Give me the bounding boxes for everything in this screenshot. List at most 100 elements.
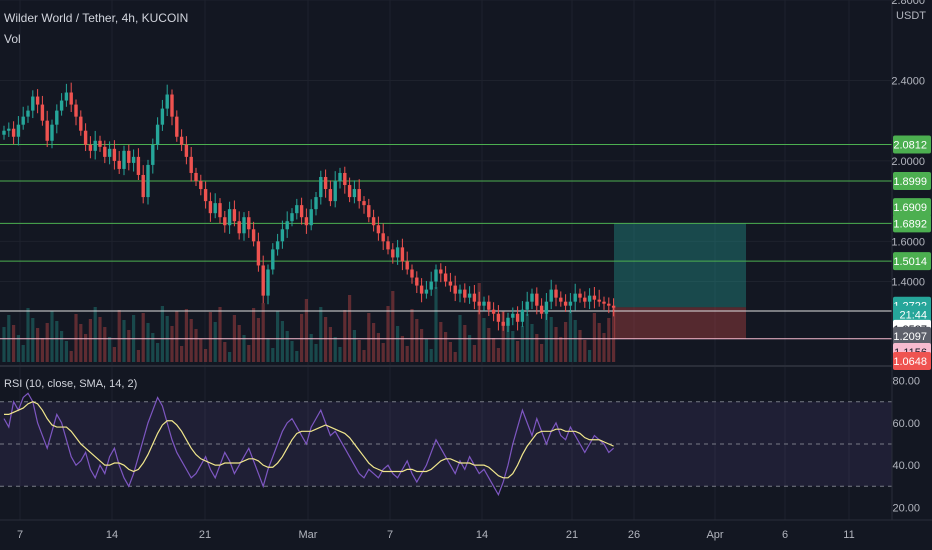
price-tag-bg xyxy=(893,252,931,271)
time-tick-label: Apr xyxy=(706,529,723,541)
volume-bar xyxy=(146,323,150,362)
candle-body xyxy=(237,221,241,234)
volume-bar xyxy=(74,314,78,362)
volume-bar xyxy=(319,307,323,362)
candle-body xyxy=(309,209,313,226)
rsi-line xyxy=(3,392,614,497)
candle-body xyxy=(472,293,477,302)
volume-bar xyxy=(396,326,400,362)
volume-label[interactable]: Vol xyxy=(4,32,21,46)
volume-bar xyxy=(472,345,476,362)
volume-bar xyxy=(501,311,505,362)
candle-body xyxy=(607,303,611,306)
candle-body xyxy=(453,285,457,294)
candle-body xyxy=(410,269,414,278)
volume-bar xyxy=(108,337,112,362)
candle-body xyxy=(213,203,217,214)
candle-body xyxy=(338,172,342,181)
candle-body xyxy=(179,136,184,145)
volume-bar xyxy=(276,311,280,362)
candle-body xyxy=(35,96,40,105)
volume-bar xyxy=(122,320,126,362)
price-tags: 2.08121.89991.69091.68921.50141.272221:4… xyxy=(893,135,931,370)
candle-body xyxy=(554,289,558,298)
volume-bar xyxy=(112,347,116,362)
volume-bar xyxy=(487,328,491,362)
candle-body xyxy=(347,185,352,198)
candle-body xyxy=(511,313,515,318)
candle-body xyxy=(501,321,505,326)
price-tag-label: 1.6909 xyxy=(893,202,927,214)
volume-bar xyxy=(309,334,313,362)
price-tag-bg xyxy=(893,351,931,370)
candle-body xyxy=(2,130,6,135)
time-axis[interactable]: 7 14 21 Mar 7 14 21 26 Apr 6 11 xyxy=(17,529,855,541)
candle-body xyxy=(371,217,376,226)
candle-body xyxy=(122,150,126,169)
volume-bar xyxy=(410,309,414,362)
volume-bar xyxy=(506,321,510,362)
volume-bar xyxy=(218,307,222,362)
volume-bar xyxy=(12,325,16,362)
candle-body xyxy=(136,156,141,175)
volume-bar xyxy=(348,295,352,362)
volume-bar xyxy=(367,313,371,362)
candle-body xyxy=(103,146,107,157)
volume-bar xyxy=(578,330,582,362)
rsi-indicator-label[interactable]: RSI (10, close, SMA, 14, 2) xyxy=(4,378,138,390)
price-tick-label: 2.0000 xyxy=(891,156,925,168)
price-tick-label: 1.4000 xyxy=(891,277,925,289)
time-tick-label: 6 xyxy=(782,529,788,541)
volume-bar xyxy=(199,339,203,362)
volume-bar xyxy=(180,346,184,362)
candle-body xyxy=(578,293,582,298)
candle-body xyxy=(127,150,131,163)
symbol-title[interactable]: Wilder World / Tether, 4h, KUCOIN xyxy=(4,11,189,25)
candle-body xyxy=(170,94,174,117)
candle-body xyxy=(107,148,112,157)
volume-bar xyxy=(242,335,246,362)
candle-body xyxy=(539,305,544,314)
volume-bar xyxy=(482,318,486,362)
candle-body xyxy=(16,124,21,137)
candle-body xyxy=(482,301,486,306)
candle-body xyxy=(26,110,30,117)
candle-body xyxy=(343,172,347,186)
candles xyxy=(2,82,616,333)
time-tick-label: Mar xyxy=(299,529,318,541)
volume-bar xyxy=(535,334,539,362)
rsi-pane xyxy=(0,392,892,497)
rsi-ma-line xyxy=(4,401,614,479)
candle-body xyxy=(583,297,587,302)
volume-bar xyxy=(261,303,265,362)
price-tag-bg xyxy=(893,214,931,233)
volume-bar xyxy=(40,338,44,362)
price-tag-bg xyxy=(893,198,931,217)
price-tag-label: 1.8999 xyxy=(893,176,927,188)
volume-bar xyxy=(237,325,241,362)
volume-bar xyxy=(304,299,308,362)
volume-bar xyxy=(98,317,102,362)
volume-bar xyxy=(530,324,534,362)
candle-body xyxy=(530,293,534,302)
volume-bar xyxy=(36,328,40,362)
candle-body xyxy=(405,261,409,270)
volume-bar xyxy=(372,323,376,362)
candle-body xyxy=(155,124,160,145)
volume-bar xyxy=(160,306,164,362)
volume-bar xyxy=(583,340,587,362)
price-tick-label: 1.6000 xyxy=(891,236,925,248)
candle-body xyxy=(352,189,357,198)
volume-bar xyxy=(477,283,481,362)
price-axis[interactable]: 2.8000 2.4000 2.0000 1.6000 1.4000 80.00 60.00… xyxy=(891,0,925,514)
volume-bar xyxy=(439,322,443,362)
volume-bar xyxy=(597,323,601,362)
candle-body xyxy=(319,176,323,198)
candle-body xyxy=(357,189,361,202)
volume-bar xyxy=(88,319,92,362)
price-tag-bg xyxy=(893,172,931,191)
candle-body xyxy=(304,217,309,226)
candle-body xyxy=(328,189,333,202)
candle-body xyxy=(487,301,491,310)
